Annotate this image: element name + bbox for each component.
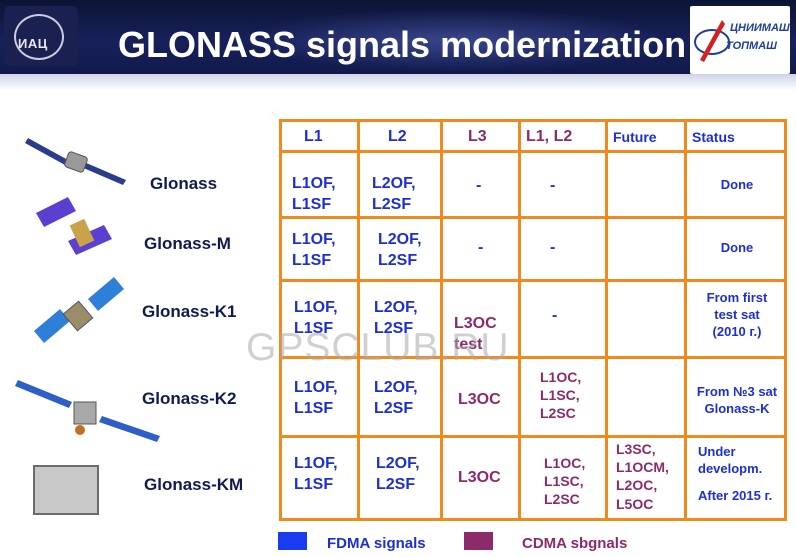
glonass-m-satellite-icon — [36, 197, 112, 255]
table-cell-l2: L2OF, L2SF — [374, 299, 418, 337]
table-cell-l1: L1OF, L1SF — [294, 379, 338, 417]
table-cell-status: From №3 sat Glonass-K — [696, 384, 778, 416]
table-cell-l2: L2OF, L2SF — [378, 231, 422, 269]
table-cell-l1: L1OF, L1SF — [294, 455, 338, 493]
glonass-k2-satellite-icon — [15, 380, 160, 442]
signal-table: L1 L2 L3 L1, L2 Future Status L1OF, L1SF … — [279, 119, 787, 521]
glonass-km-placeholder-image — [33, 465, 99, 515]
tsniimash-logo: ЦНИИМАШ ТОПМАШ — [690, 6, 790, 74]
glonass-satellite-icon — [25, 138, 126, 185]
watermark-text: GPSCLUB.RU — [246, 326, 510, 369]
table-cell-status: Done — [720, 177, 754, 192]
table-cell-l2: L2OF, L2SF — [372, 175, 416, 213]
table-column-divider — [357, 122, 360, 518]
legend-swatch-cdma — [464, 532, 493, 550]
table-cell-l2: L2OF, L2SF — [376, 455, 420, 493]
satellite-label-glonass-k1: Glonass-K1 — [142, 302, 237, 321]
page-title: GLONASS signals modernization — [118, 24, 687, 65]
satellite-label-glonass-km: Glonass-KM — [144, 475, 244, 494]
table-row-divider — [282, 435, 784, 438]
table-cell-future: L3SC, L1OCM, L2OC, L5OC — [616, 441, 669, 512]
column-header-l2: L2 — [388, 128, 407, 145]
table-cell-status: Done — [720, 240, 754, 255]
table-cell-l3: L3OC — [458, 391, 501, 408]
logo-right-line2: ТОПМАШ — [726, 40, 777, 52]
column-header-l1-l2: L1, L2 — [526, 128, 573, 145]
glonass-k1-satellite-icon — [34, 277, 124, 343]
legend-label-fdma: FDMA signals — [327, 535, 426, 552]
column-header-l3: L3 — [468, 128, 487, 145]
table-row-divider — [282, 150, 784, 153]
table-column-divider — [440, 122, 443, 518]
table-cell-l1-l2: - — [552, 307, 558, 324]
column-header-future: Future — [613, 129, 657, 145]
table-cell-l3: - — [478, 239, 484, 256]
logo-ring — [14, 14, 64, 60]
table-cell-l3: - — [476, 177, 482, 194]
table-cell-status: Under developm. After 2015 г. — [698, 444, 773, 503]
satellite-label-glonass: Glonass — [150, 174, 218, 193]
column-header-l1: L1 — [304, 128, 323, 145]
title-banner: ИАЦ GLONASS signals modernization ЦНИИМА… — [0, 0, 796, 90]
table-cell-l3: L3OC — [458, 469, 501, 486]
table-cell-l3: L3OC test — [454, 315, 497, 353]
table-row-divider — [282, 356, 784, 359]
table-cell-l1-l2: - — [550, 239, 556, 256]
table-row-divider — [282, 279, 784, 282]
iac-logo: ИАЦ — [4, 6, 78, 66]
table-cell-l1: L1OF, L1SF — [292, 231, 336, 269]
table-cell-l1-l2: L1OC, L1SC, L2SC — [540, 369, 582, 422]
table-column-divider — [518, 122, 521, 518]
logo-left-text: ИАЦ — [18, 36, 48, 51]
table-column-divider — [684, 122, 687, 518]
banner-glow — [240, 8, 670, 72]
table-cell-status: From first test sat (2010 г.) — [706, 290, 768, 339]
table-cell-l2: L2OF, L2SF — [374, 379, 418, 417]
table-cell-l1: L1OF, L1SF — [294, 299, 338, 337]
table-cell-l1-l2: - — [550, 177, 556, 194]
legend-label-cdma: CDMA sbgnals — [522, 535, 628, 552]
logo-right-line1: ЦНИИМАШ — [730, 22, 790, 34]
column-header-status: Status — [692, 129, 735, 145]
table-cell-l1: L1OF, L1SF — [292, 175, 336, 213]
table-row-divider — [282, 216, 784, 219]
table-column-divider — [605, 122, 608, 518]
header-fade — [0, 74, 796, 90]
table-cell-l1-l2: L1OC, L1SC, L2SC — [544, 455, 586, 508]
legend-swatch-fdma — [278, 532, 307, 550]
satellite-label-glonass-k2: Glonass-K2 — [142, 389, 237, 408]
satellite-label-glonass-m: Glonass-M — [144, 234, 231, 253]
rocket-emblem-icon — [694, 20, 730, 62]
